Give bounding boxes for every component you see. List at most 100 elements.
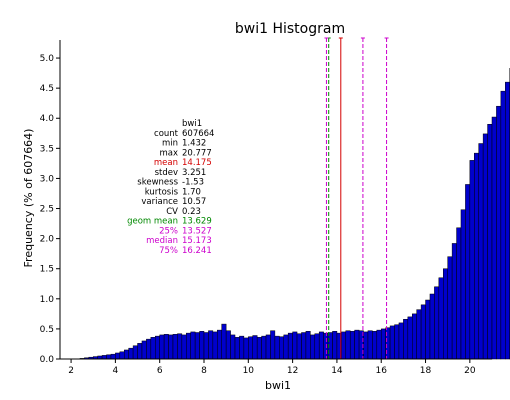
y-tick-label: 2.0 — [40, 235, 55, 245]
stats-value: -1.53 — [182, 178, 204, 188]
x-tick-label: 4 — [113, 366, 119, 376]
stats-value: 20.777 — [182, 148, 212, 158]
stats-label: 75% — [159, 246, 178, 256]
histogram-bar — [474, 152, 479, 360]
histogram-bar — [407, 316, 413, 360]
histogram-bar — [438, 277, 444, 360]
histogram-bar — [314, 333, 320, 360]
histogram-bar — [217, 329, 222, 360]
histogram-bar — [155, 335, 160, 360]
histogram-bar — [274, 335, 280, 360]
stats-value: 15.173 — [182, 236, 212, 246]
histogram-bar — [341, 331, 347, 360]
histogram-bar — [239, 335, 245, 360]
y-tick-label: 3.0 — [40, 174, 55, 184]
histogram-bar — [248, 336, 253, 360]
y-tick-label: 0.5 — [40, 325, 54, 335]
x-tick-label: 14 — [331, 366, 343, 376]
histogram-bar — [398, 322, 404, 360]
histogram-bar — [332, 331, 338, 360]
histogram-bar — [380, 328, 386, 360]
stats-value: 3.251 — [182, 168, 206, 178]
histogram-bar — [106, 354, 112, 360]
stats-label: kurtosis — [145, 187, 179, 197]
stats-label: max — [159, 148, 178, 158]
stats-value: 13.527 — [182, 226, 212, 236]
histogram-bar — [310, 334, 316, 360]
stats-label: min — [162, 139, 178, 149]
histogram-bar — [349, 331, 355, 360]
stats-label: skewness — [137, 178, 178, 188]
histogram-bar — [128, 347, 134, 360]
histogram-bar — [146, 338, 152, 360]
y-tick-label: 1.5 — [40, 265, 54, 275]
histogram-bar — [203, 332, 209, 360]
y-tick-label: 4.5 — [40, 84, 54, 94]
histogram-bar — [363, 331, 369, 360]
histogram-bar — [345, 330, 351, 360]
x-tick-label: 20 — [464, 366, 476, 376]
histogram-bar — [429, 293, 435, 360]
histogram-bar — [447, 256, 453, 360]
histogram-bar — [225, 330, 231, 360]
histogram-bar — [208, 330, 214, 360]
histogram-bar — [296, 333, 302, 360]
stats-value: 607664 — [182, 129, 214, 139]
histogram-bar — [376, 329, 382, 360]
histogram-bar — [172, 334, 178, 360]
histogram-bar — [177, 333, 183, 360]
histogram-bar — [124, 349, 129, 360]
histogram-bar — [389, 325, 395, 360]
histogram-bar — [416, 309, 422, 360]
histogram-bar — [456, 227, 462, 360]
stats-label: mean — [154, 158, 178, 168]
histogram-bar — [119, 351, 125, 360]
histogram-bar — [491, 116, 497, 360]
histogram-bar — [465, 184, 471, 360]
stats-value: 14.175 — [182, 158, 212, 168]
histogram-bar — [412, 313, 417, 360]
y-tick-label: 2.5 — [40, 205, 54, 215]
histogram-bar — [425, 299, 431, 360]
histogram-bar — [115, 352, 121, 360]
histogram-bar — [159, 334, 165, 360]
histogram-bar — [181, 334, 187, 360]
x-tick-label: 10 — [243, 366, 255, 376]
y-axis-label: Frequency (% of 607664) — [22, 129, 35, 268]
stats-value: 13.629 — [182, 217, 212, 227]
stats-label: geom mean — [127, 217, 178, 227]
y-tick-label: 4.0 — [40, 114, 55, 124]
histogram-bar — [505, 81, 510, 360]
stats-label: 25% — [159, 226, 178, 236]
histogram-bar — [101, 355, 107, 360]
histogram-bar — [403, 319, 409, 360]
histogram-bar — [168, 334, 174, 360]
chart-title: bwi1 Histogram — [235, 21, 345, 37]
x-tick-label: 8 — [201, 366, 207, 376]
histogram-bar — [252, 335, 258, 360]
histogram-bar — [230, 334, 236, 360]
histogram-bar — [482, 133, 488, 360]
histogram-bar — [318, 331, 324, 360]
stats-label: median — [146, 236, 178, 246]
histogram-bar — [265, 334, 271, 360]
stats-value: 16.241 — [182, 246, 212, 256]
histogram-bar — [221, 323, 227, 360]
histogram-bar — [163, 334, 169, 360]
x-tick-label: 2 — [68, 366, 74, 376]
histogram-bar — [212, 331, 218, 360]
histogram-bar — [287, 332, 293, 360]
axes-group: 0.0 0.5 1.0 1.5 2.0 2.5 3.0 3.5 4.0 4.5 5.0 2 4 6 8 10 1… — [40, 40, 492, 376]
histogram-bar — [434, 286, 440, 360]
histogram-bar — [420, 304, 426, 360]
histogram-bar — [372, 331, 378, 360]
histogram-bar — [279, 336, 285, 360]
stats-label: CV — [166, 207, 178, 217]
histogram-bar — [500, 90, 506, 360]
histogram-bar — [132, 345, 138, 360]
histogram-bar — [150, 337, 156, 360]
histogram-bar — [487, 124, 493, 360]
y-tick-label: 5.0 — [40, 54, 55, 64]
